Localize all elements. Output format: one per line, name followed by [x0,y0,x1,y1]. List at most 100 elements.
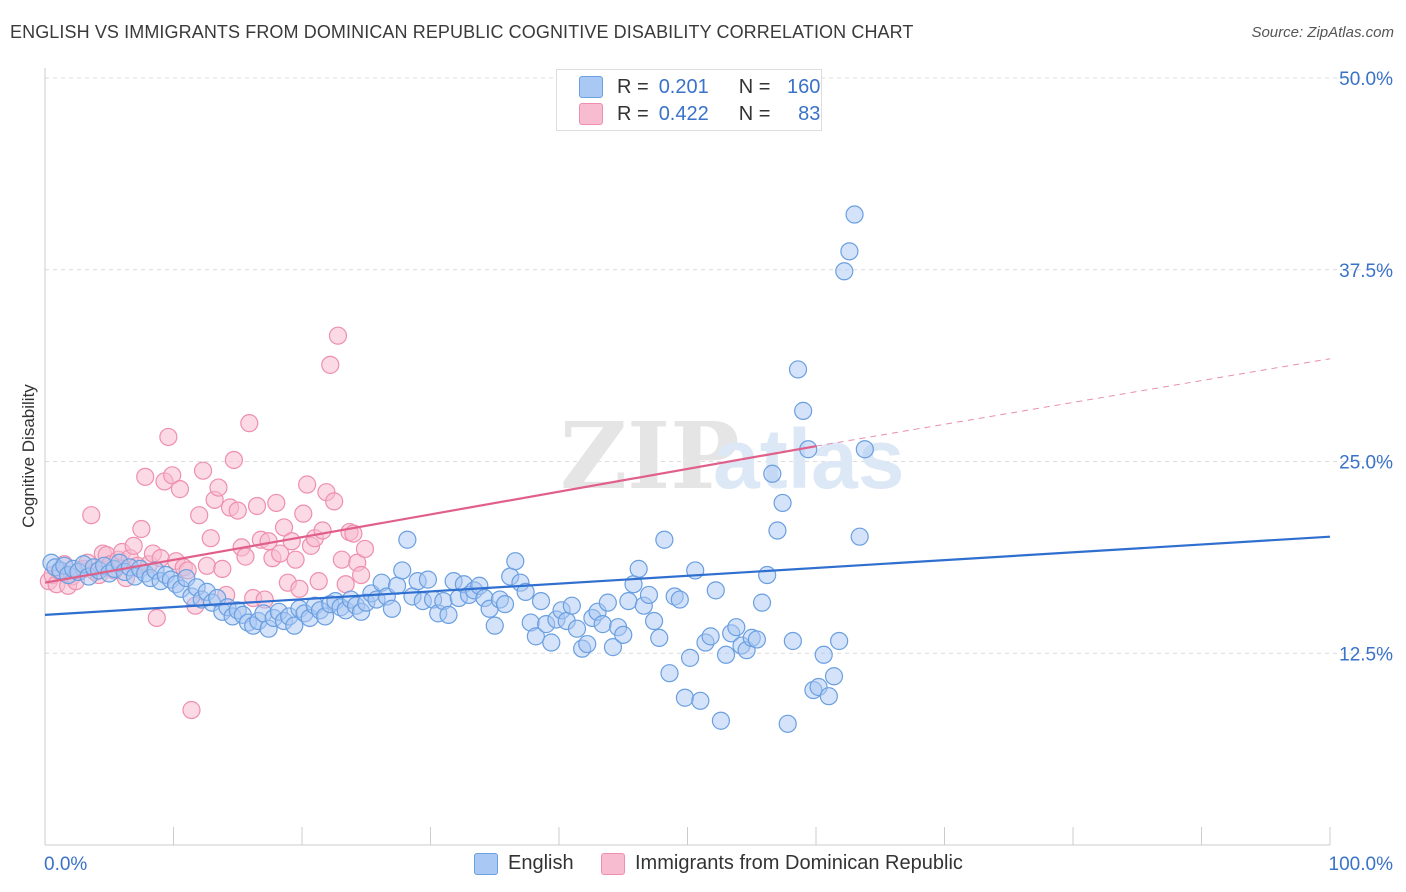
dominican-point [328,326,348,345]
english-point [393,561,412,580]
series-legend-dominican-label: Immigrants from Dominican Republic [635,852,963,874]
dominican-point [159,427,178,447]
y-tick-label: 37.5% [1339,261,1393,282]
dominican-point [321,355,340,374]
english-point [706,581,725,600]
english-points [42,205,874,733]
english-point [660,664,679,683]
dominican-point [336,575,355,594]
legend-r-value: 0.201 [658,75,709,98]
legend-n-value: 83 [798,102,821,125]
dominican-point [82,506,101,525]
dominican-point [163,466,182,485]
legend: R = 0.201 N = 160 R = 0.422 N = 83 [556,69,822,131]
english-point [850,527,869,546]
dominican-point [286,550,305,569]
y-tick-label: 50.0% [1339,69,1393,90]
dominican-point [290,579,309,598]
y-axis-label: Cognitive Disability [19,384,38,528]
english-point [752,593,772,612]
english-point [639,585,659,605]
dominican-point [197,556,217,575]
english-point [711,711,731,730]
english-point [562,596,581,615]
legend-swatch-dominican [579,103,603,125]
english-point [516,582,535,601]
legend-r-label: R = [617,75,649,98]
watermark: ZIP atlas [560,402,904,510]
trend-lines [44,358,1331,616]
dominican-point [298,475,317,494]
series-legend-dominican: Immigrants from Dominican Republic [601,852,963,875]
chart-title: ENGLISH VS IMMIGRANTS FROM DOMINICAN REP… [10,22,914,42]
x-tick-label-start: 0.0% [44,854,87,875]
english-point [614,625,633,644]
watermark-zip: ZIP [560,402,739,510]
dominican-point [209,478,228,497]
y-tick-labels: 12.5% 25.0% 37.5% 50.0% [1339,69,1393,665]
dominican-trend-line [44,445,817,584]
dominican-point [271,544,290,563]
dominican-point [355,539,375,559]
dominican-point [193,461,213,480]
english-point [531,591,551,611]
dominican-point [294,504,313,523]
english-point [418,570,438,589]
english-point [778,714,797,733]
dominican-point [236,547,255,566]
english-point [603,638,623,657]
y-tick-label: 12.5% [1339,644,1393,665]
dominican-point [352,565,371,585]
legend-r-label: R = [617,102,649,125]
series-legend: English Immigrants from Dominican Republ… [0,852,1406,878]
english-point [629,559,648,578]
english-point [439,605,458,625]
english-point [495,595,515,614]
dominican-point [124,536,143,555]
english-point [578,634,597,654]
dominican-point [332,550,351,569]
legend-n-value: 160 [787,75,821,98]
legend-r-value: 0.422 [658,102,709,125]
english-point [567,619,587,638]
english-point [387,576,407,595]
english-point [830,631,849,651]
english-point [835,262,854,281]
series-swatch-dominican [601,852,625,875]
axes [44,68,1331,846]
dominican-point [213,559,232,578]
x-tick-labels: 0.0% 100.0% [44,854,1393,875]
dominican-point [240,414,259,433]
english-point [398,530,417,549]
dominican-point [313,521,332,540]
dominican-points [39,326,375,720]
english-point [285,616,304,635]
gridlines [45,77,1392,654]
english-point [650,628,669,648]
dominican-point [136,467,155,486]
english-point [485,616,504,635]
english-point [814,645,833,664]
english-point [701,627,720,646]
legend-row-english: R = 0.201 N = 160 [579,75,820,99]
english-point [758,565,777,585]
legend-n-label: N = [738,102,771,125]
english-point [788,360,808,379]
english-point [727,618,746,637]
dominican-point [247,496,267,516]
english-point [773,493,792,513]
english-point [619,591,638,611]
english-point [382,599,402,618]
dominican-point [325,492,344,511]
english-point [593,615,612,634]
english-point [794,401,813,420]
english-point [691,691,710,710]
english-point [644,611,664,631]
english-point [768,521,787,540]
dominican-point [267,493,286,513]
english-point [680,648,700,667]
y-tick-label: 25.0% [1339,453,1393,474]
legend-n-label: N = [738,75,771,98]
x-tick-label-end: 100.0% [1329,854,1394,875]
